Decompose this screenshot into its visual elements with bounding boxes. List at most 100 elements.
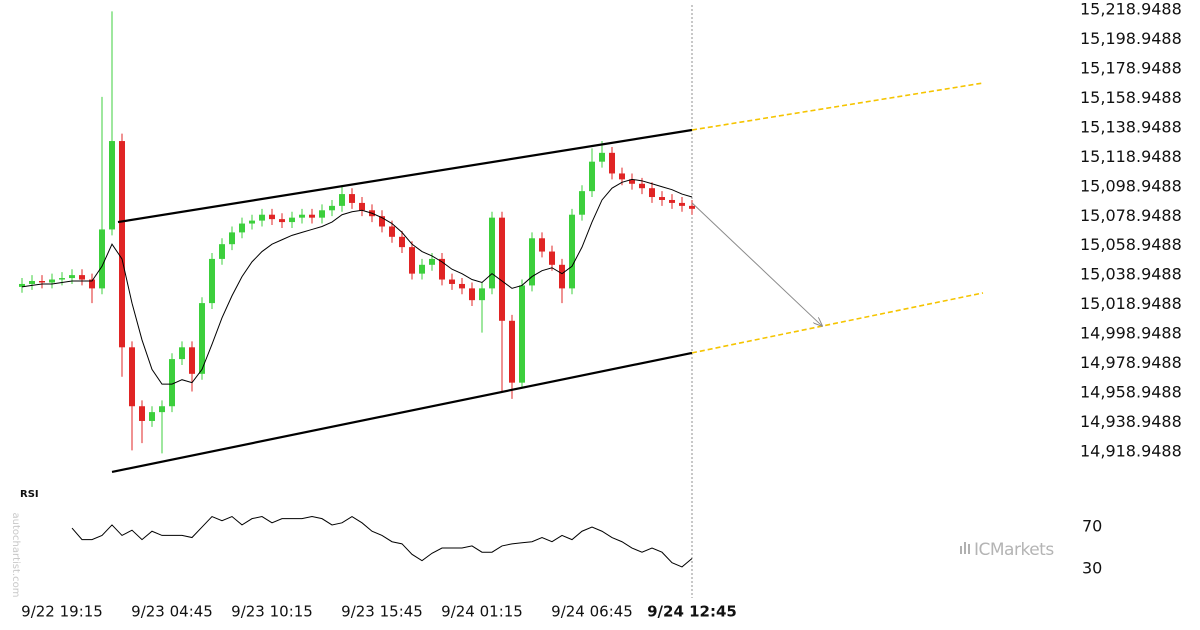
candle-body xyxy=(399,236,405,248)
candle-body xyxy=(99,229,105,289)
candle-body xyxy=(559,264,565,289)
y-tick-label: 14,998.9488 xyxy=(1080,324,1182,343)
candle-body xyxy=(189,347,195,374)
candle-body xyxy=(649,188,655,198)
candle-body xyxy=(459,283,465,289)
channel-line xyxy=(117,128,693,224)
candle-body xyxy=(569,214,575,289)
candle-body xyxy=(299,214,305,218)
candle-body xyxy=(669,199,675,203)
candle-body xyxy=(139,406,145,421)
channel-projection xyxy=(691,292,984,354)
y-tick-label: 15,038.9488 xyxy=(1080,265,1182,284)
candle-body xyxy=(579,191,585,215)
candle-body xyxy=(279,219,285,223)
candle-body xyxy=(599,152,605,162)
candle-body xyxy=(439,258,445,280)
candle-body xyxy=(619,173,625,180)
candle-body xyxy=(329,205,335,211)
candle-body xyxy=(449,279,455,284)
candle-body xyxy=(309,214,315,218)
candle-body xyxy=(29,281,35,284)
candle-body xyxy=(529,238,535,286)
candle-body xyxy=(19,283,25,287)
candle-body xyxy=(429,258,435,265)
candle-body xyxy=(519,285,525,383)
candle-body xyxy=(589,161,595,192)
y-tick-label: 15,018.9488 xyxy=(1080,294,1182,313)
y-tick-label: 14,938.9488 xyxy=(1080,412,1182,431)
candle-body xyxy=(39,281,45,283)
candle-body xyxy=(659,197,665,200)
candle-body xyxy=(209,258,215,304)
candle-body xyxy=(319,210,325,218)
candle-body xyxy=(609,152,615,174)
x-tick-label: 9/23 04:45 xyxy=(131,603,213,621)
candle-body xyxy=(409,247,415,274)
x-tick-label: 9/24 12:45 xyxy=(647,603,737,621)
candle-body xyxy=(679,202,685,206)
source-label: autochartist.com xyxy=(10,513,21,598)
candle-body xyxy=(249,220,255,224)
candle-body xyxy=(389,226,395,237)
candle-body xyxy=(639,183,645,189)
x-tick-label: 9/24 06:45 xyxy=(551,603,633,621)
candle-body xyxy=(359,202,365,211)
candle-body xyxy=(479,288,485,301)
y-tick-label: 15,058.9488 xyxy=(1080,235,1182,254)
x-tick-label: 9/23 10:15 xyxy=(231,603,313,621)
y-tick-label: 15,198.9488 xyxy=(1080,29,1182,48)
candle-body xyxy=(89,279,95,289)
rsi-tick-label: 70 xyxy=(1082,517,1102,536)
candle-body xyxy=(629,179,635,184)
channel-line xyxy=(111,351,693,474)
x-tick-label: 9/24 01:15 xyxy=(441,603,523,621)
y-tick-label: 15,078.9488 xyxy=(1080,206,1182,225)
x-tick-label: 9/22 19:15 xyxy=(21,603,103,621)
candle-body xyxy=(339,194,345,206)
y-tick-label: 14,918.9488 xyxy=(1080,441,1182,460)
candle-body xyxy=(109,141,115,230)
y-tick-label: 15,118.9488 xyxy=(1080,147,1182,166)
candle-body xyxy=(129,347,135,407)
candle-body xyxy=(199,303,205,374)
channel-projection xyxy=(691,82,984,131)
candle-body xyxy=(149,412,155,421)
candle-body xyxy=(259,214,265,221)
candle-body xyxy=(469,288,475,301)
candle-body xyxy=(239,223,245,233)
candle-body xyxy=(229,232,235,245)
candle-body xyxy=(489,217,495,289)
candle-body xyxy=(169,359,175,407)
rsi-tick-label: 30 xyxy=(1082,559,1102,578)
candle-body xyxy=(49,279,55,283)
candle-body xyxy=(539,238,545,252)
y-tick-label: 15,218.9488 xyxy=(1080,0,1182,19)
y-tick-label: 14,958.9488 xyxy=(1080,383,1182,402)
candle-body xyxy=(349,194,355,203)
brand-logo: ICMarkets xyxy=(960,540,1055,560)
candle-body xyxy=(179,347,185,360)
rsi-line xyxy=(71,515,693,568)
forecast-arrow xyxy=(691,202,822,326)
candle-body xyxy=(159,406,165,413)
candle-body xyxy=(689,205,695,209)
candle-body xyxy=(549,251,555,265)
y-tick-label: 15,138.9488 xyxy=(1080,117,1182,136)
rsi-title: RSI xyxy=(20,489,39,500)
candle-body xyxy=(119,141,125,348)
y-tick-label: 15,178.9488 xyxy=(1080,58,1182,77)
candle-body xyxy=(69,275,75,279)
candle-body xyxy=(269,214,275,220)
moving-average-line xyxy=(21,178,693,385)
y-tick-label: 14,978.9488 xyxy=(1080,353,1182,372)
candle-body xyxy=(419,264,425,274)
y-tick-label: 15,098.9488 xyxy=(1080,176,1182,195)
brand: ICMarkets xyxy=(974,540,1054,560)
candle-body xyxy=(59,278,65,280)
candle-body xyxy=(379,216,385,227)
x-tick-label: 9/23 15:45 xyxy=(341,603,423,621)
candle-body xyxy=(219,244,225,259)
